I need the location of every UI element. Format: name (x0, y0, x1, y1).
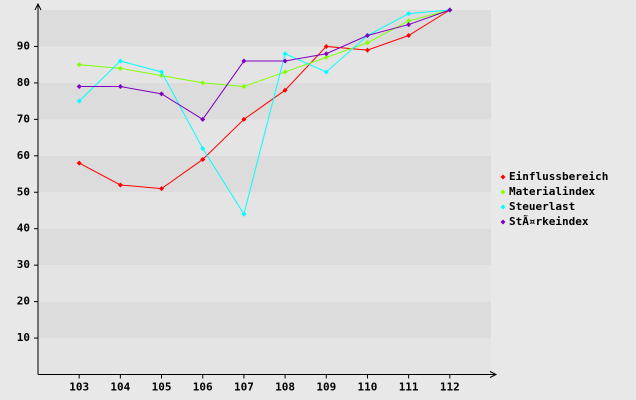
x-tick-label: 104 (110, 381, 130, 394)
data-point (282, 51, 288, 57)
data-point (282, 58, 288, 64)
data-point (159, 69, 165, 75)
data-point (406, 11, 412, 17)
data-point (241, 116, 247, 122)
data-point (406, 33, 412, 39)
grid-band (38, 82, 491, 120)
legend-marker (500, 189, 506, 195)
data-point (323, 54, 329, 60)
data-point (159, 91, 165, 97)
data-point (406, 18, 412, 24)
x-tick-label: 110 (358, 381, 378, 394)
y-tick-label: 90 (17, 39, 30, 52)
x-tick-label: 112 (440, 381, 460, 394)
series-line (78, 9, 451, 190)
grid-band (38, 265, 491, 302)
legend-label: Materialindex (509, 185, 595, 198)
y-tick-label: 30 (17, 258, 30, 271)
y-tick-label: 40 (17, 222, 30, 235)
data-point (241, 84, 247, 90)
data-point (323, 51, 329, 57)
series-line (79, 9, 450, 88)
data-point (76, 62, 82, 68)
data-point (241, 58, 247, 64)
legend-marker (500, 219, 506, 225)
data-point (364, 47, 370, 53)
legend-marker (500, 174, 506, 180)
data-point (200, 116, 206, 122)
legend-marker (500, 204, 506, 210)
y-tick-label: 20 (17, 295, 30, 308)
y-tick-label: 60 (17, 149, 30, 162)
x-axis-arrow (489, 371, 498, 378)
data-point (117, 182, 123, 188)
legend-label: StÃ¤rkeindex (509, 215, 589, 228)
data-point (323, 43, 329, 49)
y-tick-label: 50 (17, 185, 30, 198)
grid-band (38, 155, 491, 193)
data-point (323, 69, 329, 75)
data-point (241, 211, 247, 217)
y-tick-label: 10 (17, 331, 30, 344)
series-line (79, 9, 450, 121)
data-point (406, 22, 412, 28)
y-tick-label: 80 (17, 76, 30, 89)
grid-band (38, 46, 491, 83)
x-tick-label: 106 (193, 381, 213, 394)
data-point (117, 58, 123, 64)
x-tick-label: 109 (316, 381, 336, 394)
x-tick-label: 108 (275, 381, 295, 394)
legend-label: Steuerlast (509, 200, 575, 213)
data-point (282, 87, 288, 93)
x-tick-label: 111 (399, 381, 419, 394)
x-tick-label: 107 (234, 381, 254, 394)
x-tick-label: 103 (69, 381, 89, 394)
data-point (159, 186, 165, 192)
data-point (76, 84, 82, 90)
grid-band (38, 338, 491, 375)
grid-band (38, 119, 491, 156)
data-point (117, 65, 123, 71)
data-point (200, 146, 206, 152)
grid-band (38, 10, 491, 47)
grid-band (38, 228, 491, 266)
series-line (78, 9, 450, 216)
y-axis-arrow (34, 2, 42, 11)
data-point (447, 7, 453, 13)
data-point (364, 33, 370, 39)
data-point (76, 160, 82, 166)
data-point (76, 98, 82, 104)
data-point (364, 40, 370, 46)
data-point (200, 80, 206, 86)
y-tick-label: 70 (17, 112, 30, 125)
grid-band (38, 301, 491, 339)
legend-label: Einflussbereich (509, 170, 608, 183)
data-point (200, 156, 206, 162)
data-point (282, 69, 288, 75)
data-point (117, 84, 123, 90)
x-tick-label: 105 (152, 381, 172, 394)
grid-band (38, 192, 491, 229)
